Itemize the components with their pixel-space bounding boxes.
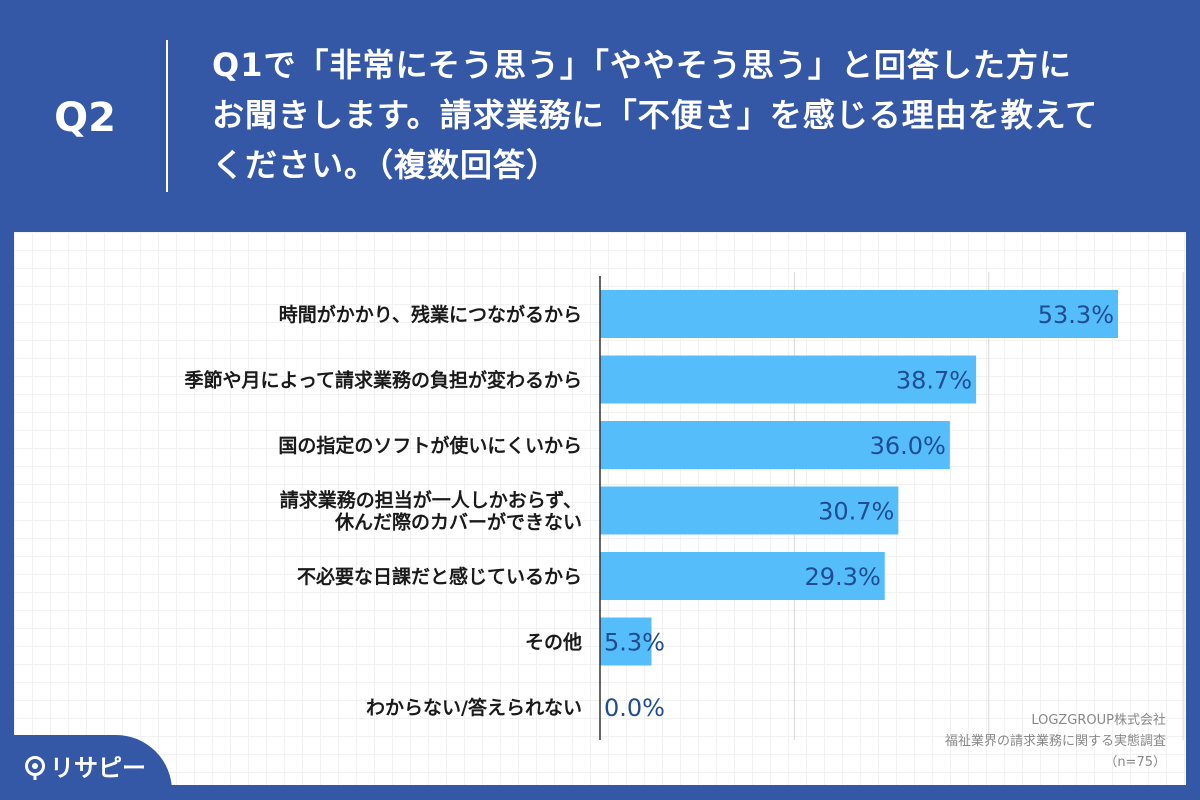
question-number: Q2 <box>54 95 116 141</box>
category-label-2: 国の指定のソフトが使いにくいから <box>278 434 582 457</box>
category-label-4: 不必要な日課だと感じているから <box>297 565 582 588</box>
bar-2 <box>600 421 950 469</box>
brand-logo: リサピー <box>0 735 172 800</box>
data-label-2: 36.0% <box>870 432 946 460</box>
category-label-3-line-1: 休んだ際のカバーができない <box>334 511 582 534</box>
source-note: LOGZGROUP株式会社 福祉業界の請求業務に関する実態調査 （n=75） <box>945 710 1166 773</box>
question-line: ください。（複数回答） <box>212 146 560 184</box>
data-label-3: 30.7% <box>818 498 894 526</box>
data-label-1: 38.7% <box>896 367 972 395</box>
category-label-5: その他 <box>525 631 582 654</box>
data-label-4: 29.3% <box>805 563 881 591</box>
question-line: Q1で「非常にそう思う」「ややそう思う」と回答した方に <box>212 46 1072 84</box>
source-company: LOGZGROUP株式会社 <box>1031 713 1166 728</box>
risapi-logo-icon <box>25 756 45 780</box>
data-label-0: 53.3% <box>1038 301 1114 329</box>
question-line: お聞きします。請求業務に「不便さ」を感じる理由を教えて <box>212 96 1099 134</box>
category-label-6: わからない/答えられない <box>366 696 582 719</box>
category-label-1: 季節や月によって請求業務の負担が変わるから <box>185 369 582 392</box>
bar-1 <box>600 355 977 404</box>
data-label-5: 5.3% <box>604 629 665 657</box>
bar-chart: 53.3% 時間がかかり、残業につながるから 38.7% 季節や月によって請求業務の負… <box>185 272 1184 740</box>
bar-4 <box>600 552 885 600</box>
header-divider <box>166 40 168 192</box>
bar-3 <box>600 486 899 535</box>
question-text: Q1で「非常にそう思う」「ややそう思う」と回答した方に お聞きします。請求業務に… <box>212 40 1172 190</box>
data-label-6: 0.0% <box>604 694 665 722</box>
bar-5 <box>600 617 652 666</box>
category-label-3-line-0: 請求業務の担当が一人しかおらず、 <box>280 489 582 512</box>
source-sample-size: （n=75） <box>1104 755 1166 770</box>
category-label-0: 時間がかかり、残業につながるから <box>279 303 582 326</box>
bar-0 <box>600 290 1118 338</box>
chart-panel: 53.3% 時間がかかり、残業につながるから 38.7% 季節や月によって請求業務の負… <box>14 232 1186 785</box>
source-survey: 福祉業界の請求業務に関する実態調査 <box>944 734 1166 749</box>
brand-name: リサピー <box>50 754 146 782</box>
